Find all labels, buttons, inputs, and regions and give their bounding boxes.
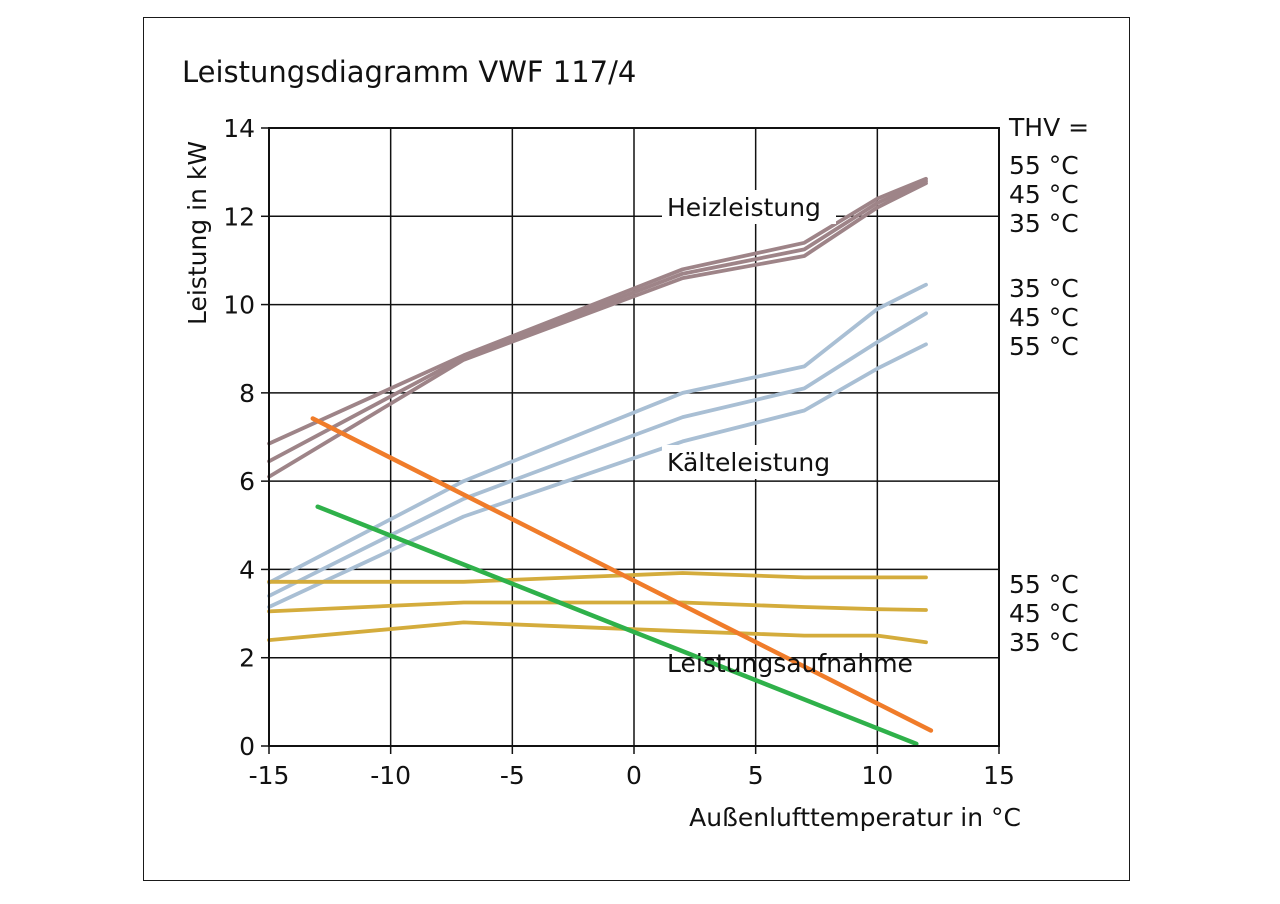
chart-title: Leistungsdiagramm VWF 117/4 (182, 55, 636, 89)
performance-chart: Leistungsdiagramm VWF 117/4 -15 -10 -5 0 5 10… (182, 55, 1089, 832)
cool-label-bg (662, 445, 848, 479)
y-tick-label: 6 (239, 467, 255, 496)
power-label: Leistungsaufnahme (667, 649, 913, 678)
y-tick-label: 10 (223, 291, 255, 320)
thv-cool-2: 45 °C (1009, 303, 1079, 332)
plot-area-border (268, 127, 1000, 747)
cool-series-line (267, 311, 928, 598)
thv-power-1: 55 °C (1009, 570, 1079, 599)
grid (269, 128, 999, 746)
thv-power-3: 35 °C (1009, 628, 1079, 657)
y-tick-label: 8 (239, 379, 255, 408)
x-axis-label: Außenlufttemperatur in °C (689, 803, 1021, 832)
x-tick-label: 5 (748, 761, 764, 790)
power-series-line (267, 600, 928, 614)
cool-series-line (267, 342, 928, 609)
y-tick-label: 2 (239, 644, 255, 673)
thv-label: THV = (1008, 113, 1089, 142)
x-tick-label: 10 (861, 761, 893, 790)
heat-series-line (267, 181, 928, 479)
thv-heat-1: 55 °C (1009, 151, 1079, 180)
green-series-line (315, 504, 919, 747)
chart-frame: Leistungsdiagramm VWF 117/4 -15 -10 -5 0 5 10… (143, 17, 1130, 881)
power-series-line (267, 571, 928, 584)
cool-series-line (267, 282, 928, 585)
axes: -15 -10 -5 0 5 10 15 0 2 4 6 8 10 12 14 (223, 114, 1015, 790)
y-tick-label: 12 (223, 202, 255, 231)
x-tick-label: -15 (249, 761, 290, 790)
heat-label-bg (662, 190, 836, 224)
thv-heat-3: 35 °C (1009, 209, 1079, 238)
thv-cool-1: 35 °C (1009, 274, 1079, 303)
heat-series-line (267, 176, 928, 446)
cool-label: Kälteleistung (667, 448, 830, 477)
orange-series-line (310, 416, 934, 733)
thv-power-2: 45 °C (1009, 599, 1079, 628)
x-tick-label: -5 (500, 761, 525, 790)
y-tick-label: 4 (239, 555, 255, 584)
x-tick-label: 15 (983, 761, 1015, 790)
heat-label: Heizleistung (667, 193, 821, 222)
y-axis-label: Leistung in kW (183, 141, 212, 325)
series-lines (267, 176, 934, 747)
heat-series-line (267, 179, 928, 464)
x-tick-label: -10 (370, 761, 411, 790)
y-tick-label: 0 (239, 732, 255, 761)
x-tick-label: 0 (626, 761, 642, 790)
thv-heat-2: 45 °C (1009, 180, 1079, 209)
power-series-line (267, 620, 928, 645)
y-tick-label: 14 (223, 114, 255, 143)
thv-cool-3: 55 °C (1009, 332, 1079, 361)
